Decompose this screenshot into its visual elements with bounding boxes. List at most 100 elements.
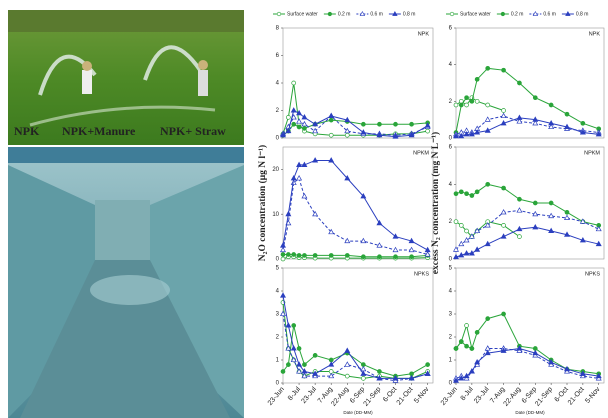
data-point (302, 194, 307, 198)
data-point (394, 122, 398, 126)
data-point (454, 103, 458, 107)
data-point (297, 347, 301, 351)
data-point (329, 113, 334, 117)
data-point (297, 176, 302, 180)
data-point (361, 255, 365, 259)
tank-photo (8, 147, 244, 418)
data-point (459, 340, 463, 344)
data-point (485, 346, 490, 350)
data-point (292, 122, 296, 126)
y-tick-label: 6 (276, 53, 280, 59)
legend-marker (501, 12, 505, 16)
data-point (361, 376, 365, 380)
data-point (465, 229, 469, 233)
data-point (485, 117, 490, 121)
data-point (292, 81, 296, 85)
data-point (565, 210, 569, 214)
figure: NPKNPK+ManureNPK+ Straw 02468NPKSurface … (0, 0, 608, 418)
y-tick-label: 2 (449, 219, 453, 225)
data-point (486, 66, 490, 70)
data-point (533, 201, 537, 205)
data-point (517, 197, 521, 201)
data-point (565, 215, 570, 219)
data-point (297, 253, 301, 257)
legend-marker (328, 12, 332, 16)
y-tick-label: 6 (449, 145, 453, 151)
data-point (281, 370, 285, 374)
data-point (281, 253, 285, 257)
data-point (470, 347, 474, 351)
data-point (377, 122, 381, 126)
data-point (475, 330, 479, 334)
data-point (345, 362, 350, 366)
x-tick-label: 23-Jun (267, 386, 286, 407)
data-point (281, 257, 285, 261)
y-axis-label: excess N₂ concentration (mg N L⁻¹) (430, 132, 441, 274)
data-point (377, 255, 381, 259)
data-point (459, 190, 463, 194)
photo-label: NPK+ Straw (160, 124, 226, 138)
data-point (475, 190, 479, 194)
data-point (329, 118, 333, 122)
data-point (465, 103, 469, 107)
y-tick-label: 3 (449, 312, 453, 318)
x-tick-label: 23-Jul (473, 386, 491, 405)
x-tick-label: 21-Oct (567, 386, 586, 407)
data-point (533, 225, 538, 229)
legend-marker (450, 12, 454, 16)
data-point (465, 96, 469, 100)
data-point (286, 363, 290, 367)
chart-panel: 0246NPKSurface water0.2 m0.6 m0.8 m (446, 11, 604, 141)
y-tick-label: 0 (449, 381, 453, 387)
y-tick-label: 1 (276, 358, 280, 364)
data-point (459, 241, 464, 245)
data-point (410, 122, 414, 126)
photo-label: NPK (14, 124, 40, 138)
data-point (297, 119, 302, 123)
data-point (361, 122, 365, 126)
y-tick-label: 6 (449, 26, 453, 32)
y-axis-label: N₂O concentration (μg N l⁻¹) (257, 145, 268, 261)
data-point (465, 324, 469, 328)
data-point (286, 115, 290, 119)
y-tick-label: 5 (276, 266, 280, 272)
data-point (465, 192, 469, 196)
y-tick-label: 2 (276, 108, 280, 114)
legend-label: 0.8 m (403, 11, 416, 17)
series-line (283, 160, 428, 250)
data-point (517, 208, 522, 212)
chart-panel: 01234523-Jun8-Jul23-Jul7-Aug22-Aug6-Sep2… (267, 266, 433, 416)
legend-label: 0.6 m (543, 11, 556, 17)
data-point (549, 201, 553, 205)
data-point (329, 133, 333, 137)
legend-label: 0.8 m (576, 11, 589, 17)
y-tick-label: 0 (449, 257, 453, 263)
data-point (302, 115, 307, 119)
x-tick-label: 5-Nov (413, 386, 431, 405)
panel-title: NPKM (584, 150, 600, 156)
data-point (313, 353, 317, 357)
y-tick-label: 3 (276, 312, 280, 318)
x-tick-label: 22-Aug (330, 386, 350, 408)
data-point (377, 370, 381, 374)
x-tick-label: 22-Aug (502, 386, 522, 408)
data-point (517, 235, 521, 239)
data-point (292, 253, 296, 257)
data-point (286, 323, 291, 327)
data-point (426, 129, 430, 133)
data-point (501, 113, 506, 117)
y-tick-label: 4 (276, 289, 280, 295)
data-point (292, 324, 296, 328)
y-tick-label: 4 (276, 81, 280, 87)
data-point (475, 99, 479, 103)
data-point (486, 103, 490, 107)
y-tick-label: 0 (276, 381, 280, 387)
chart-panel: 01234523-Jun8-Jul23-Jul7-Aug22-Aug6-Sep2… (440, 266, 604, 416)
charts: 02468NPKSurface water0.2 m0.6 m0.8 m0246… (257, 11, 604, 415)
data-point (345, 133, 349, 137)
y-tick-label: 20 (272, 167, 279, 173)
y-tick-label: 10 (272, 212, 279, 218)
data-point (565, 112, 569, 116)
panel-title: NPKM (413, 150, 429, 156)
